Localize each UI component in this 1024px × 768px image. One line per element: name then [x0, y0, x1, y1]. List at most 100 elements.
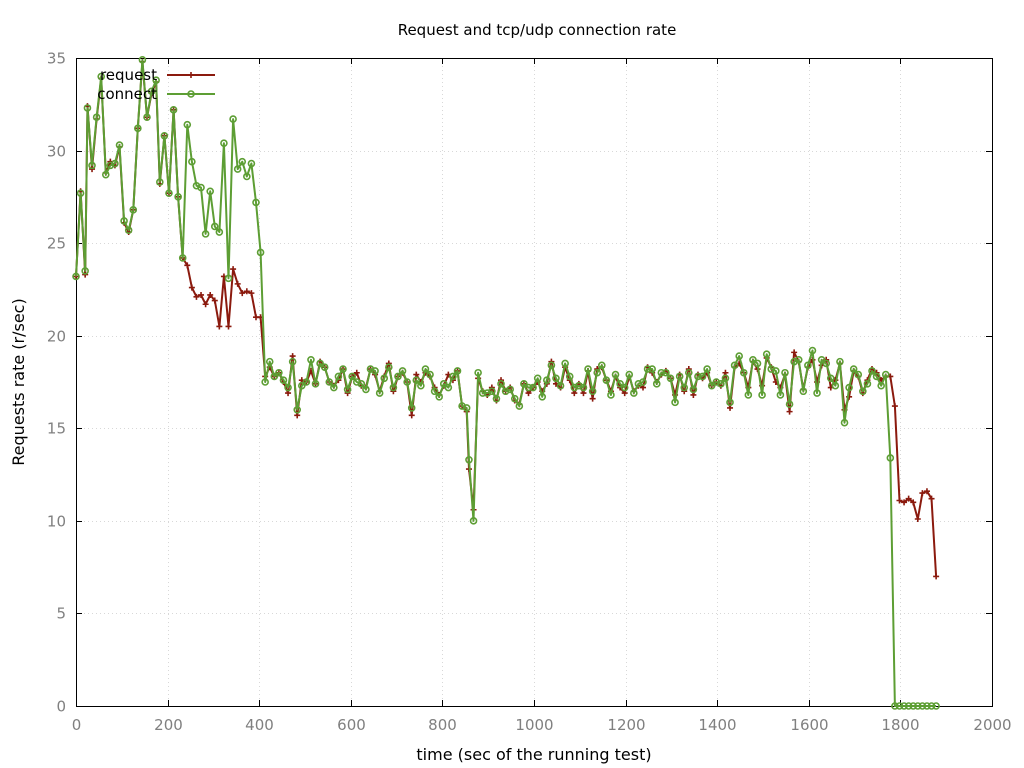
data-point [243, 172, 251, 181]
legend-label-connect: connect [97, 85, 157, 103]
data-point [896, 497, 903, 504]
data-point [877, 381, 885, 390]
data-point [215, 228, 224, 236]
data-point [187, 90, 195, 98]
data-point [371, 367, 379, 375]
data-point [302, 378, 311, 386]
data-point [76, 189, 85, 197]
series-line-request [75, 60, 938, 577]
data-point [836, 357, 844, 366]
y-tick-label: 10 [47, 513, 66, 531]
data-point [739, 368, 748, 377]
data-point [417, 381, 425, 390]
data-point [854, 370, 863, 379]
data-point [510, 394, 519, 403]
data-point [307, 355, 315, 364]
data-point [901, 499, 908, 506]
x-tick-label: 1600 [790, 716, 828, 734]
data-point [840, 418, 849, 427]
data-point [444, 383, 453, 392]
data-point [316, 359, 324, 368]
data-point [791, 349, 798, 356]
series-line-connect [75, 58, 937, 707]
data-point [169, 106, 178, 114]
data-point [243, 288, 250, 295]
data-point [721, 374, 730, 383]
data-point [932, 702, 940, 710]
data-point [749, 355, 757, 364]
x-tick-label: 1000 [515, 716, 553, 734]
data-point [97, 72, 105, 81]
data-point [579, 383, 588, 392]
data-point [616, 380, 624, 388]
data-point [421, 365, 430, 373]
data-point [311, 380, 320, 388]
x-tick-label: 1800 [881, 716, 919, 734]
data-point [675, 372, 684, 381]
data-point [407, 404, 416, 412]
data-point [886, 454, 895, 462]
data-point [689, 385, 698, 394]
data-point [81, 267, 89, 275]
data-point [385, 363, 393, 371]
y-tick-label: 5 [56, 605, 66, 623]
data-point [927, 702, 936, 710]
data-point [426, 370, 434, 379]
data-point [216, 323, 223, 330]
data-point [256, 248, 265, 257]
data-point [520, 380, 528, 388]
data-point [923, 488, 930, 495]
data-point [538, 393, 547, 401]
y-tick-label: 30 [47, 143, 66, 161]
data-point [529, 383, 537, 392]
data-point [229, 115, 237, 123]
data-point [279, 376, 288, 384]
data-point [593, 368, 602, 377]
data-point [611, 370, 620, 379]
data-point [620, 383, 629, 392]
data-point [343, 385, 352, 394]
data-point [776, 391, 785, 399]
x-tick-label: 200 [154, 716, 183, 734]
data-point [717, 380, 725, 388]
data-point [881, 370, 890, 379]
data-point [188, 157, 196, 166]
data-point [639, 378, 647, 386]
data-point [115, 141, 124, 149]
chart-title: Request and tcp/udp connection rate [398, 21, 677, 39]
data-point [524, 383, 533, 392]
data-point [589, 395, 596, 402]
data-point [680, 383, 689, 392]
data-point [211, 297, 218, 304]
data-point [293, 405, 302, 414]
data-point [584, 365, 592, 373]
data-point [184, 262, 191, 269]
data-point [914, 516, 921, 523]
data-point [320, 363, 329, 371]
data-point [822, 359, 831, 368]
data-point [206, 187, 214, 196]
data-point [230, 266, 237, 273]
y-tick-label: 20 [47, 328, 66, 346]
data-point [160, 131, 169, 140]
data-point [909, 702, 918, 710]
data-point [394, 372, 402, 381]
y-tick-label: 35 [47, 50, 66, 68]
data-point [726, 398, 734, 407]
x-tick-label: 1200 [607, 716, 645, 734]
data-point [152, 76, 160, 85]
data-point [462, 404, 471, 412]
y-tick-label: 15 [47, 420, 66, 438]
series-layer [72, 56, 940, 710]
data-point [265, 357, 274, 366]
x-tick-label: 2000 [973, 716, 1011, 734]
data-point [284, 383, 292, 392]
data-point [602, 376, 611, 384]
data-point [297, 381, 306, 390]
data-point [694, 372, 702, 381]
data-point [904, 702, 913, 710]
data-point [465, 455, 473, 464]
data-point [685, 368, 693, 377]
data-point [918, 702, 927, 710]
